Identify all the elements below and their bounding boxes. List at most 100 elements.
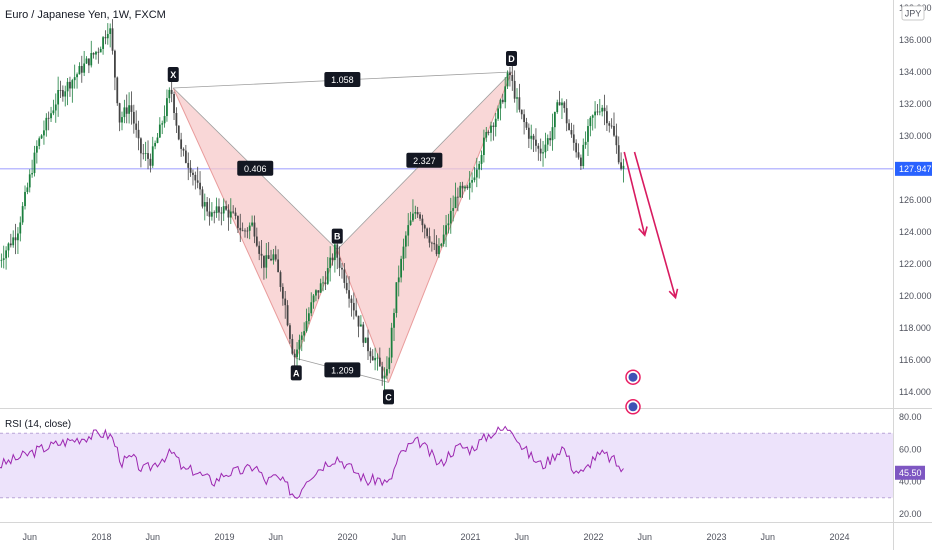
candle-body[interactable] — [329, 257, 332, 269]
candle-body[interactable] — [393, 312, 395, 328]
candle-body[interactable] — [95, 51, 97, 55]
candle-body[interactable] — [473, 177, 476, 181]
candle-body[interactable] — [527, 127, 530, 139]
candle-body[interactable] — [222, 206, 225, 214]
candle-body[interactable] — [386, 369, 388, 376]
candle-body[interactable] — [494, 118, 497, 127]
candle-body[interactable] — [66, 81, 69, 92]
candle-body[interactable] — [367, 337, 369, 352]
candle-body[interactable] — [326, 268, 329, 284]
candle-body[interactable] — [423, 225, 426, 229]
candle-body[interactable] — [454, 196, 457, 209]
candle-body[interactable] — [428, 236, 431, 243]
candle-body[interactable] — [281, 286, 284, 299]
candle-body[interactable] — [435, 244, 438, 255]
candle-body[interactable] — [459, 185, 462, 198]
candle-body[interactable] — [102, 37, 104, 49]
candle-body[interactable] — [610, 125, 613, 127]
candle-body[interactable] — [12, 237, 15, 246]
candle-body[interactable] — [2, 258, 5, 260]
candle-body[interactable] — [520, 109, 523, 115]
candle-body[interactable] — [471, 180, 473, 183]
candle-body[interactable] — [43, 130, 45, 136]
candle-body[interactable] — [584, 141, 587, 145]
candle-body[interactable] — [452, 208, 455, 211]
candle-body[interactable] — [218, 206, 220, 213]
currency-badge-box[interactable] — [901, 5, 925, 21]
candle-body[interactable] — [516, 97, 518, 99]
candle-body[interactable] — [59, 90, 62, 91]
candle-body[interactable] — [575, 142, 578, 153]
candle-body[interactable] — [345, 282, 348, 291]
candle-body[interactable] — [291, 338, 294, 354]
candle-body[interactable] — [404, 235, 407, 247]
ratio-xd-box[interactable] — [324, 72, 361, 87]
candle-body[interactable] — [558, 102, 561, 106]
candle-body[interactable] — [506, 72, 509, 87]
candle-body[interactable] — [350, 298, 353, 303]
current-price-tag[interactable] — [895, 161, 932, 176]
candle-body[interactable] — [369, 351, 372, 357]
candle-body[interactable] — [395, 282, 398, 313]
candle-body[interactable] — [315, 290, 317, 296]
candle-body[interactable] — [92, 52, 95, 55]
candle-body[interactable] — [161, 123, 164, 125]
candle-body[interactable] — [19, 222, 22, 234]
candle-body[interactable] — [371, 356, 374, 361]
candle-body[interactable] — [210, 212, 213, 217]
candle-body[interactable] — [355, 310, 358, 316]
candle-body[interactable] — [442, 234, 445, 244]
candle-body[interactable] — [255, 236, 258, 246]
candle-body[interactable] — [90, 52, 93, 66]
candle-body[interactable] — [24, 191, 26, 207]
candle-body[interactable] — [234, 212, 237, 216]
candle-body[interactable] — [568, 123, 570, 131]
candle-body[interactable] — [215, 206, 218, 214]
candle-body[interactable] — [518, 97, 521, 110]
candle-body[interactable] — [33, 152, 36, 174]
projection-arrows-layer[interactable] — [623, 151, 679, 300]
rsi-value-tag[interactable] — [895, 465, 925, 480]
candle-body[interactable] — [430, 242, 433, 244]
candle-body[interactable] — [170, 89, 173, 94]
candle-body[interactable] — [267, 255, 270, 259]
point-c-badge[interactable] — [383, 389, 394, 405]
candle-body[interactable] — [196, 180, 199, 183]
candle-body[interactable] — [208, 211, 211, 217]
candle-body[interactable] — [121, 117, 123, 123]
candle-body[interactable] — [305, 321, 308, 332]
candle-body[interactable] — [64, 91, 67, 97]
candle-body[interactable] — [589, 117, 592, 127]
candle-body[interactable] — [76, 74, 78, 78]
candle-body[interactable] — [0, 259, 3, 261]
ratio-xb-box[interactable] — [237, 160, 274, 176]
candle-body[interactable] — [253, 222, 256, 237]
candle-body[interactable] — [461, 185, 464, 189]
candle-body[interactable] — [38, 138, 41, 147]
candle-body[interactable] — [277, 259, 280, 273]
candle-body[interactable] — [111, 28, 114, 51]
candle-body[interactable] — [137, 129, 140, 139]
candle-body[interactable] — [587, 126, 589, 142]
candle-body[interactable] — [565, 108, 568, 124]
candle-body[interactable] — [376, 357, 379, 359]
candle-body[interactable] — [14, 237, 17, 241]
candle-body[interactable] — [151, 146, 154, 166]
leg-xa[interactable] — [172, 87, 297, 359]
candle-body[interactable] — [132, 111, 135, 124]
candle-body[interactable] — [61, 90, 64, 97]
candle-body[interactable] — [383, 375, 386, 379]
candle-body[interactable] — [400, 258, 403, 278]
candle-body[interactable] — [154, 142, 157, 147]
candle-body[interactable] — [106, 33, 109, 39]
candle-body[interactable] — [542, 152, 544, 154]
candle-body[interactable] — [140, 138, 142, 154]
projection-arrowhead-2[interactable] — [668, 288, 679, 300]
candle-body[interactable] — [414, 212, 417, 214]
candle-body[interactable] — [608, 123, 611, 126]
candle-body[interactable] — [251, 222, 253, 226]
candle-body[interactable] — [525, 122, 528, 128]
candle-body[interactable] — [83, 63, 86, 73]
candle-body[interactable] — [483, 137, 485, 156]
candle-body[interactable] — [7, 243, 10, 251]
